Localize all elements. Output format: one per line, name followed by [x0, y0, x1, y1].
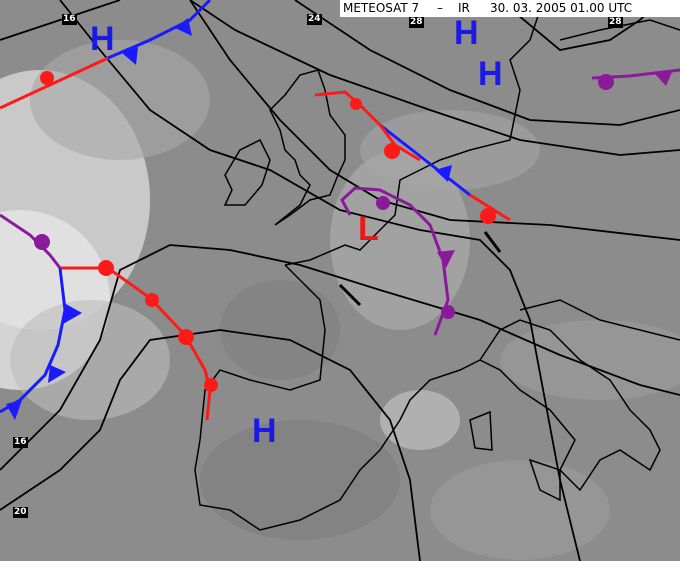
isobar [189, 0, 680, 241]
image-caption-banner: METEOSAT 7 – IR 30. 03. 2005 01.00 UTC [340, 0, 680, 17]
warm-front-north-sea [314, 90, 511, 224]
high-pressure-center: H [454, 14, 479, 52]
occluded-front-northeast [591, 68, 680, 90]
high-pressure-center: H [478, 55, 503, 93]
high-pressure-center: H [90, 20, 115, 58]
pressure-label: 16 [13, 437, 28, 448]
cold-front-north [107, 0, 212, 65]
small-contours [338, 231, 502, 307]
warm-front-northwest [0, 56, 109, 110]
warm-front-biscay [60, 260, 218, 421]
fronts [0, 0, 680, 421]
observation-datetime: 30. 03. 2005 01.00 UTC [490, 1, 633, 15]
cold-front-atlantic [0, 267, 82, 420]
occluded-front-atlantic [0, 213, 62, 269]
high-pressure-center: H [252, 412, 277, 450]
pressure-label: 20 [13, 507, 28, 518]
pressure-label: 28 [608, 17, 623, 28]
isobar [0, 0, 121, 41]
satellite-name: METEOSAT 7 [343, 1, 420, 15]
occluded-front-france [340, 186, 455, 336]
isobar [0, 329, 421, 561]
pressure-label: 24 [307, 14, 322, 25]
pressure-label: 28 [409, 17, 424, 28]
isobar [189, 0, 680, 156]
channel-name: IR [458, 1, 470, 15]
isobar [294, 0, 680, 126]
low-pressure-center: L [358, 210, 379, 248]
isobar [59, 0, 581, 561]
coastlines [194, 9, 680, 531]
caption-separator: – [437, 1, 443, 15]
pressure-label: 16 [62, 14, 77, 25]
isobar [0, 244, 680, 471]
